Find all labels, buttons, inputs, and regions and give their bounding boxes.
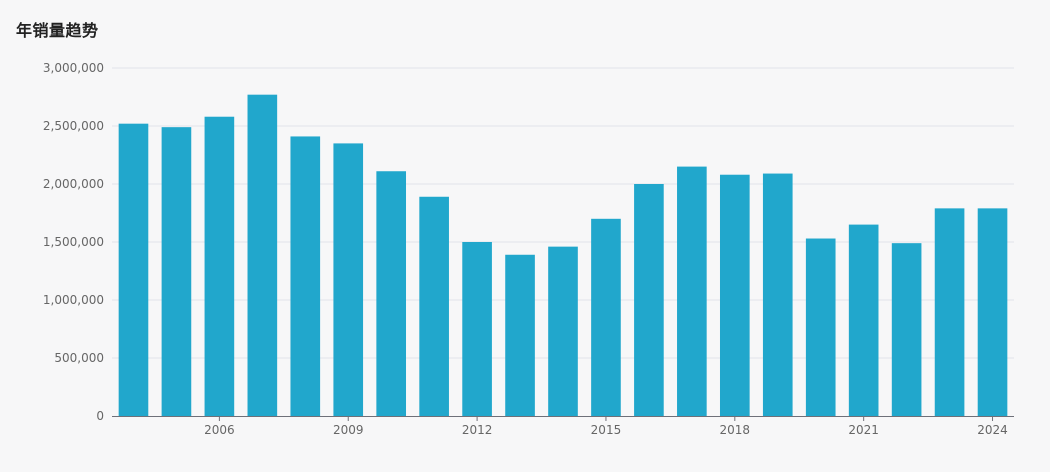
- bar-2023: [934, 208, 965, 416]
- y-tick-label: 1,000,000: [43, 293, 104, 307]
- bar-2008: [290, 136, 321, 416]
- bar-2009: [333, 143, 364, 416]
- x-tick-label: 2024: [977, 423, 1008, 437]
- bar-2016: [634, 184, 664, 416]
- x-tick-label: 2012: [462, 423, 493, 437]
- x-tick-label: 2009: [333, 423, 364, 437]
- bar-2020: [805, 238, 836, 416]
- y-tick-label: 2,500,000: [43, 119, 104, 133]
- bar-2006: [204, 116, 235, 416]
- y-tick-label: 3,000,000: [43, 61, 104, 75]
- y-tick-label: 500,000: [54, 351, 104, 365]
- bar-2019: [762, 173, 793, 416]
- bar-2017: [677, 166, 707, 416]
- bar-2014: [548, 246, 578, 416]
- bar-2012: [462, 242, 492, 416]
- x-tick-label: 2021: [848, 423, 879, 437]
- bar-2021: [848, 224, 879, 416]
- bar-2005: [161, 127, 192, 416]
- bar-2015: [591, 218, 621, 416]
- bar-2011: [419, 196, 449, 416]
- bar-2018: [719, 174, 750, 416]
- x-tick-label: 2006: [204, 423, 235, 437]
- bar-2007: [247, 94, 278, 417]
- bar-2010: [376, 171, 407, 416]
- y-tick-label: 0: [96, 409, 104, 423]
- bar-2013: [505, 254, 535, 416]
- bar-2024: [977, 208, 1008, 416]
- y-tick-label: 1,500,000: [43, 235, 104, 249]
- x-tick-label: 2018: [720, 423, 751, 437]
- bar-2004: [118, 123, 149, 417]
- x-tick-label: 2015: [591, 423, 622, 437]
- bar-2022: [891, 243, 922, 416]
- chart-title: 年销量趋势: [16, 21, 99, 40]
- y-tick-label: 2,000,000: [43, 177, 104, 191]
